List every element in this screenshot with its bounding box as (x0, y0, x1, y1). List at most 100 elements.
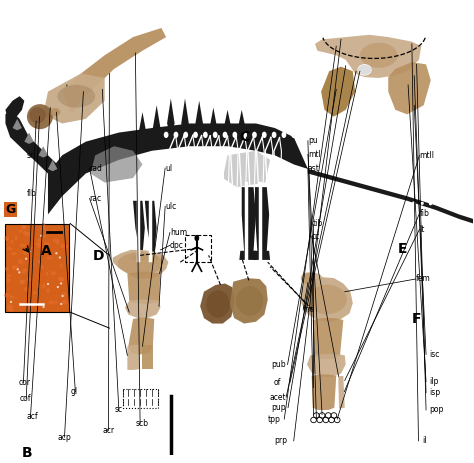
Text: fem: fem (416, 275, 430, 283)
Polygon shape (128, 272, 160, 304)
Ellipse shape (213, 131, 218, 138)
Ellipse shape (28, 250, 31, 252)
Text: acet: acet (269, 393, 286, 402)
Polygon shape (24, 132, 34, 144)
Polygon shape (139, 112, 146, 137)
Ellipse shape (27, 246, 33, 250)
Polygon shape (48, 160, 57, 171)
Ellipse shape (46, 257, 52, 260)
Ellipse shape (22, 231, 28, 235)
Text: G: G (5, 203, 16, 216)
Ellipse shape (437, 202, 440, 206)
Ellipse shape (7, 304, 14, 309)
Text: C: C (239, 130, 250, 144)
Text: of: of (274, 378, 281, 387)
Text: acf: acf (27, 412, 38, 421)
Polygon shape (5, 96, 24, 119)
Ellipse shape (206, 290, 230, 318)
Ellipse shape (320, 197, 324, 200)
Ellipse shape (60, 278, 64, 281)
Ellipse shape (387, 200, 391, 203)
Ellipse shape (55, 252, 57, 255)
Ellipse shape (346, 198, 349, 201)
Ellipse shape (45, 229, 48, 234)
Ellipse shape (40, 265, 44, 269)
Text: prp: prp (274, 437, 287, 445)
Ellipse shape (12, 265, 18, 269)
Ellipse shape (337, 198, 340, 201)
Ellipse shape (360, 43, 398, 68)
Ellipse shape (42, 306, 45, 308)
Polygon shape (255, 187, 269, 256)
Polygon shape (239, 251, 257, 260)
Polygon shape (200, 283, 235, 324)
Text: ul: ul (165, 163, 172, 173)
Ellipse shape (42, 283, 45, 288)
Text: acr: acr (102, 426, 114, 435)
Ellipse shape (33, 291, 36, 294)
Polygon shape (128, 345, 140, 370)
Ellipse shape (57, 85, 95, 107)
Text: ilp: ilp (429, 377, 438, 386)
Text: E: E (398, 242, 407, 256)
Polygon shape (253, 251, 270, 260)
Ellipse shape (46, 288, 50, 293)
Text: rad: rad (90, 163, 102, 173)
Polygon shape (195, 101, 203, 128)
Ellipse shape (10, 252, 17, 256)
Ellipse shape (420, 202, 424, 205)
Polygon shape (210, 107, 217, 132)
Ellipse shape (22, 269, 26, 274)
Polygon shape (62, 28, 166, 114)
Text: tpp: tpp (268, 414, 281, 424)
Ellipse shape (27, 305, 32, 309)
Ellipse shape (55, 301, 58, 304)
Ellipse shape (6, 275, 11, 277)
Ellipse shape (223, 131, 228, 138)
Polygon shape (181, 99, 189, 128)
Text: hum: hum (170, 228, 187, 237)
Ellipse shape (358, 65, 371, 75)
Ellipse shape (7, 247, 13, 250)
Ellipse shape (37, 243, 41, 248)
Polygon shape (313, 318, 343, 359)
Ellipse shape (21, 225, 27, 228)
Text: fhd: fhd (303, 306, 316, 314)
Ellipse shape (379, 200, 382, 203)
Text: isp: isp (429, 388, 440, 397)
Ellipse shape (36, 243, 41, 246)
Text: gl: gl (71, 387, 78, 396)
Text: F: F (412, 312, 421, 326)
Ellipse shape (27, 277, 32, 282)
Text: tib: tib (313, 219, 323, 228)
Ellipse shape (29, 107, 46, 123)
Polygon shape (12, 119, 22, 130)
Polygon shape (91, 146, 143, 182)
Ellipse shape (371, 200, 374, 202)
Text: sc: sc (114, 406, 122, 414)
Polygon shape (113, 250, 168, 279)
Ellipse shape (272, 131, 276, 138)
Ellipse shape (19, 280, 25, 284)
Text: lt: lt (419, 225, 425, 234)
Ellipse shape (232, 131, 237, 138)
Ellipse shape (10, 295, 14, 299)
Text: rac: rac (90, 194, 101, 203)
Ellipse shape (27, 104, 53, 129)
Ellipse shape (46, 272, 49, 275)
Ellipse shape (42, 223, 46, 227)
Polygon shape (307, 354, 346, 377)
Ellipse shape (252, 131, 257, 138)
Text: flb: flb (27, 189, 36, 199)
Text: ulc: ulc (165, 202, 176, 211)
Ellipse shape (18, 259, 23, 264)
Ellipse shape (446, 203, 449, 206)
Ellipse shape (61, 295, 64, 297)
Ellipse shape (56, 241, 60, 244)
Text: acp: acp (57, 433, 71, 442)
Ellipse shape (37, 238, 44, 243)
Ellipse shape (32, 304, 35, 306)
Ellipse shape (60, 303, 63, 305)
Polygon shape (308, 169, 474, 224)
Text: mtll: mtll (419, 151, 435, 160)
